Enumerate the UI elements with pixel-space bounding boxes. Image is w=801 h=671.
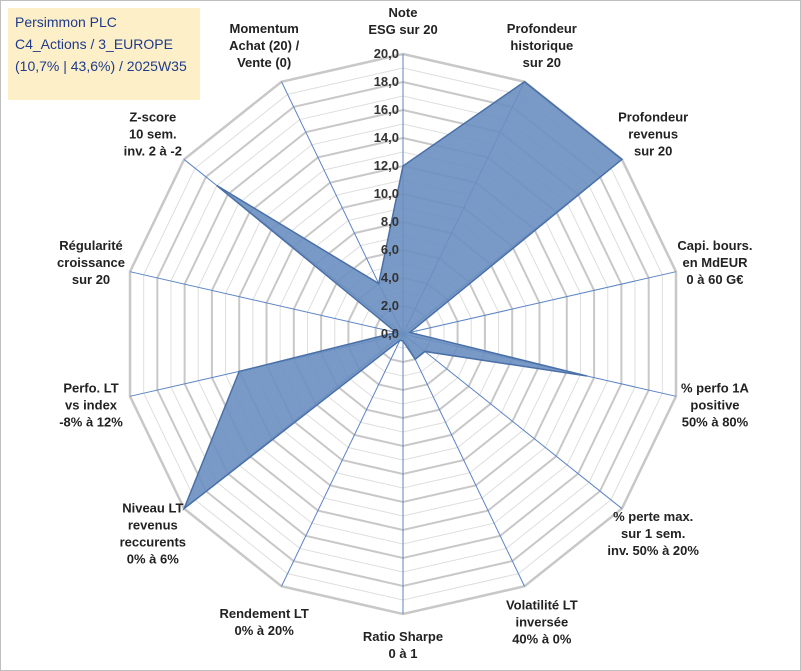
chart-title-box: Persimmon PLC C4_Actions / 3_EUROPE (10,…	[8, 8, 200, 100]
axis-label: Capi. bours. en MdEUR 0 à 60 G€	[677, 238, 752, 287]
radial-tick-label: 2,0	[381, 298, 399, 313]
axis-label: Profondeur historique sur 20	[507, 21, 577, 70]
axis-spoke	[402, 333, 525, 587]
title-line-company: Persimmon PLC	[15, 14, 117, 30]
title-line-stats: (10,7% | 43,6%) / 2025W35	[15, 58, 187, 74]
axis-label: % perfo 1A positive 50% à 80%	[681, 380, 750, 429]
axis-label: Régularité croissance sur 20	[57, 238, 125, 287]
axis-spoke	[281, 333, 404, 587]
radial-tick-labels: 0,0 2,0 4,0 6,0 8,0 10,0 12,0 14,0 16,0 18,0 20,0	[374, 46, 399, 341]
radial-tick-label: 4,0	[381, 270, 399, 285]
axis-spoke	[402, 271, 677, 335]
axis-label: Rendement LT 0% à 20%	[219, 606, 308, 638]
radial-tick-label: 8,0	[381, 214, 399, 229]
radar-series	[182, 80, 624, 511]
axis-labels: Note ESG sur 20 Profondeur historique sur 20…	[57, 5, 752, 661]
radial-tick-label: 20,0	[374, 46, 399, 61]
axis-spoke	[129, 271, 404, 335]
series-area	[182, 80, 624, 511]
radial-tick-label: 12,0	[374, 158, 399, 173]
axis-spoke	[402, 333, 623, 509]
axis-label: % perte max. sur 1 sem. inv. 50% à 20%	[607, 509, 699, 558]
radial-tick-label: 6,0	[381, 242, 399, 257]
radial-tick-label: 10,0	[374, 186, 399, 201]
radial-tick-label: 18,0	[374, 74, 399, 89]
axis-label: Z-score 10 sem. inv. 2 à -2	[124, 110, 182, 159]
axis-label: Perfo. LT vs index -8% à 12%	[59, 380, 123, 429]
axis-label: Volatilité LT inversée 40% à 0%	[506, 598, 578, 647]
axis-label: Niveau LT revenus reccurents 0% à 6%	[120, 500, 186, 566]
axis-label: Momentum Achat (20) / Vente (0)	[229, 21, 299, 70]
axis-label: Profondeur revenus sur 20	[618, 110, 688, 159]
title-line-category: C4_Actions / 3_EUROPE	[15, 36, 173, 52]
axis-label: Ratio Sharpe 0 à 1	[363, 629, 443, 661]
radial-tick-label: 16,0	[374, 102, 399, 117]
radial-tick-label: 0,0	[381, 326, 399, 341]
radial-tick-label: 14,0	[374, 130, 399, 145]
axis-label: Note ESG sur 20	[368, 5, 437, 37]
